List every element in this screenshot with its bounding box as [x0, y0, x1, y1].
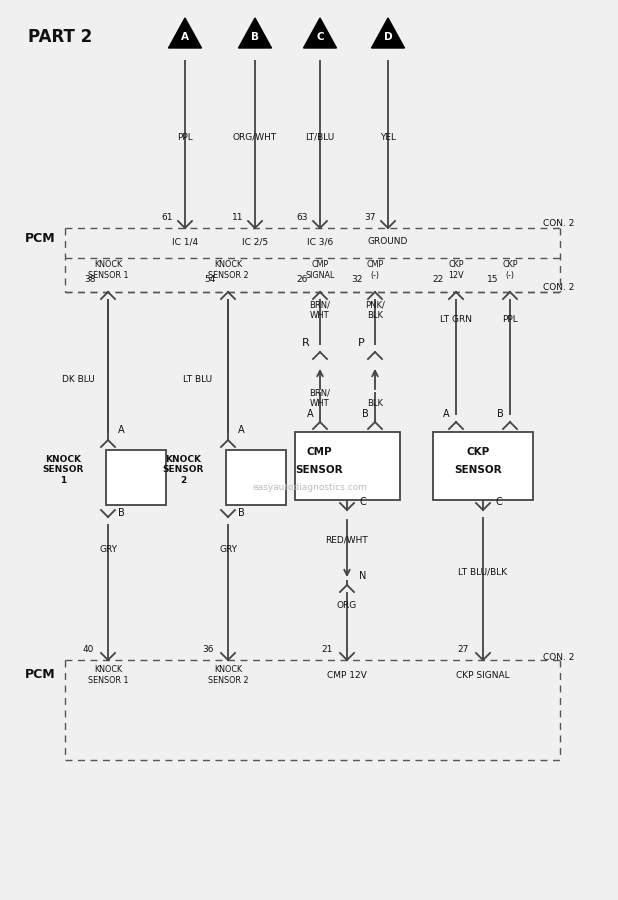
- Text: PCM: PCM: [25, 669, 56, 681]
- Text: A: A: [118, 425, 125, 435]
- Text: IC 3/6: IC 3/6: [307, 238, 333, 247]
- Text: SENSOR: SENSOR: [295, 465, 343, 475]
- Polygon shape: [169, 18, 201, 48]
- Text: R: R: [302, 338, 310, 348]
- Text: KNOCK
SENSOR 1: KNOCK SENSOR 1: [88, 260, 129, 280]
- Text: B: B: [118, 508, 125, 518]
- Text: CKP: CKP: [467, 447, 489, 457]
- Text: PPL: PPL: [177, 132, 193, 141]
- Text: CKP
(-): CKP (-): [502, 260, 518, 280]
- Text: N: N: [359, 571, 366, 581]
- Text: CMP
SIGNAL: CMP SIGNAL: [305, 260, 335, 280]
- Text: CMP
(-): CMP (-): [366, 260, 384, 280]
- Bar: [226, 450, 286, 505]
- Text: PPL: PPL: [502, 316, 518, 325]
- Text: BRN/
WHT: BRN/ WHT: [310, 301, 331, 320]
- Text: CMP: CMP: [306, 447, 332, 457]
- Text: BLK: BLK: [367, 399, 383, 408]
- Text: 32: 32: [352, 275, 363, 284]
- Text: 37: 37: [365, 213, 376, 222]
- Text: B: B: [497, 409, 504, 419]
- Text: PCM: PCM: [25, 231, 56, 245]
- Text: KNOCK
SENSOR 2: KNOCK SENSOR 2: [208, 665, 248, 685]
- Text: A: A: [181, 32, 189, 41]
- Text: ORG: ORG: [337, 600, 357, 609]
- Text: ORG/WHT: ORG/WHT: [233, 132, 277, 141]
- Text: C: C: [359, 497, 366, 507]
- Text: DK BLU: DK BLU: [62, 375, 95, 384]
- Text: 36: 36: [203, 645, 214, 654]
- Text: 63: 63: [297, 213, 308, 222]
- Text: B: B: [251, 32, 259, 41]
- Text: C: C: [495, 497, 502, 507]
- Text: GROUND: GROUND: [368, 238, 408, 247]
- Bar: [106, 450, 166, 505]
- Text: D: D: [384, 32, 392, 41]
- Text: KNOCK
SENSOR 2: KNOCK SENSOR 2: [208, 260, 248, 280]
- Text: 11: 11: [232, 213, 243, 222]
- Text: LT BLU/BLK: LT BLU/BLK: [459, 568, 507, 577]
- Text: CKP SIGNAL: CKP SIGNAL: [456, 670, 510, 680]
- Text: CON. 2: CON. 2: [543, 283, 574, 292]
- Text: B: B: [362, 409, 368, 419]
- Text: P: P: [358, 338, 365, 348]
- Text: 26: 26: [297, 275, 308, 284]
- Text: GRY: GRY: [219, 545, 237, 554]
- Text: easyautodiagnostics.com: easyautodiagnostics.com: [253, 483, 368, 492]
- Text: LT GRN: LT GRN: [440, 316, 472, 325]
- Text: RED/WHT: RED/WHT: [326, 536, 368, 544]
- Text: CMP 12V: CMP 12V: [327, 670, 367, 680]
- Text: A: A: [442, 409, 449, 419]
- Text: KNOCK
SENSOR
1: KNOCK SENSOR 1: [42, 455, 83, 485]
- Text: BRN/
WHT: BRN/ WHT: [310, 388, 331, 408]
- Text: 15: 15: [486, 275, 498, 284]
- Text: CON. 2: CON. 2: [543, 220, 574, 229]
- Text: PNK/
BLK: PNK/ BLK: [365, 301, 385, 320]
- Text: A: A: [307, 409, 313, 419]
- Text: YEL: YEL: [380, 132, 396, 141]
- Text: 21: 21: [321, 645, 333, 654]
- Text: KNOCK
SENSOR
2: KNOCK SENSOR 2: [163, 455, 204, 485]
- Text: KNOCK
SENSOR 1: KNOCK SENSOR 1: [88, 665, 129, 685]
- Polygon shape: [239, 18, 271, 48]
- Text: C: C: [316, 32, 324, 41]
- Polygon shape: [303, 18, 336, 48]
- Text: LT/BLU: LT/BLU: [305, 132, 334, 141]
- Text: CKP
12V: CKP 12V: [448, 260, 464, 280]
- Text: 40: 40: [83, 645, 94, 654]
- Text: B: B: [238, 508, 245, 518]
- Text: PART 2: PART 2: [28, 28, 92, 46]
- Bar: [295, 432, 399, 500]
- Text: IC 2/5: IC 2/5: [242, 238, 268, 247]
- Text: A: A: [238, 425, 245, 435]
- Bar: [433, 432, 533, 500]
- Text: 38: 38: [85, 275, 96, 284]
- Text: SENSOR: SENSOR: [454, 465, 502, 475]
- Text: LT BLU: LT BLU: [184, 375, 213, 384]
- Text: IC 1/4: IC 1/4: [172, 238, 198, 247]
- Text: CON. 2: CON. 2: [543, 652, 574, 662]
- Text: 27: 27: [457, 645, 469, 654]
- Polygon shape: [371, 18, 405, 48]
- Text: 54: 54: [205, 275, 216, 284]
- Text: 22: 22: [433, 275, 444, 284]
- Text: GRY: GRY: [99, 545, 117, 554]
- Text: 61: 61: [161, 213, 173, 222]
